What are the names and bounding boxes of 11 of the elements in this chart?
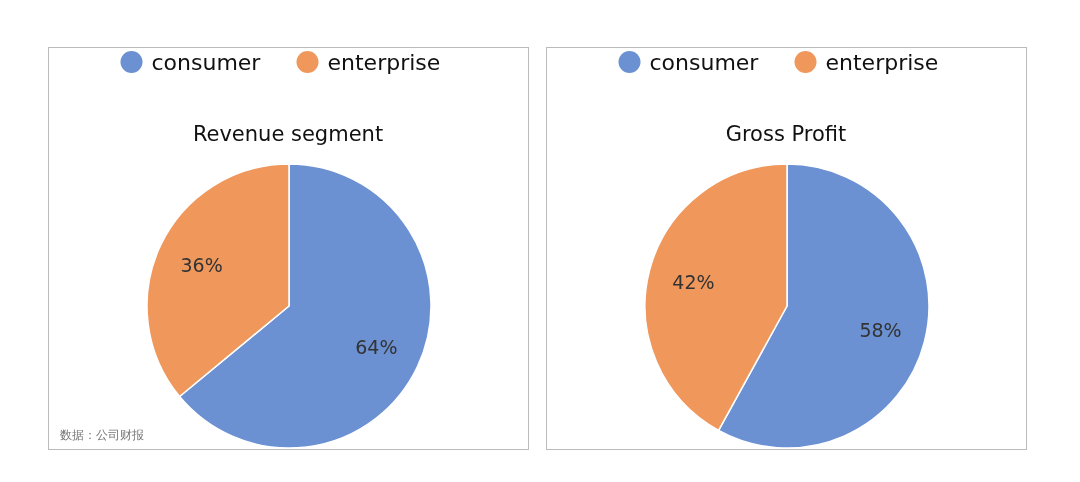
- legend-label: enterprise: [825, 50, 939, 75]
- data-label: 58%: [859, 319, 902, 342]
- text: Revenue segment: [192, 122, 384, 146]
- data-label: 36%: [180, 253, 223, 276]
- data-label: 64%: [355, 336, 398, 359]
- data-label: 42%: [672, 270, 715, 293]
- legend-label: consumer: [151, 50, 262, 75]
- text: 数据：公司财报: [60, 428, 144, 442]
- legend-label: enterprise: [327, 50, 441, 75]
- legend-label: consumer: [649, 50, 760, 75]
- text: Gross Profit: [725, 122, 847, 146]
